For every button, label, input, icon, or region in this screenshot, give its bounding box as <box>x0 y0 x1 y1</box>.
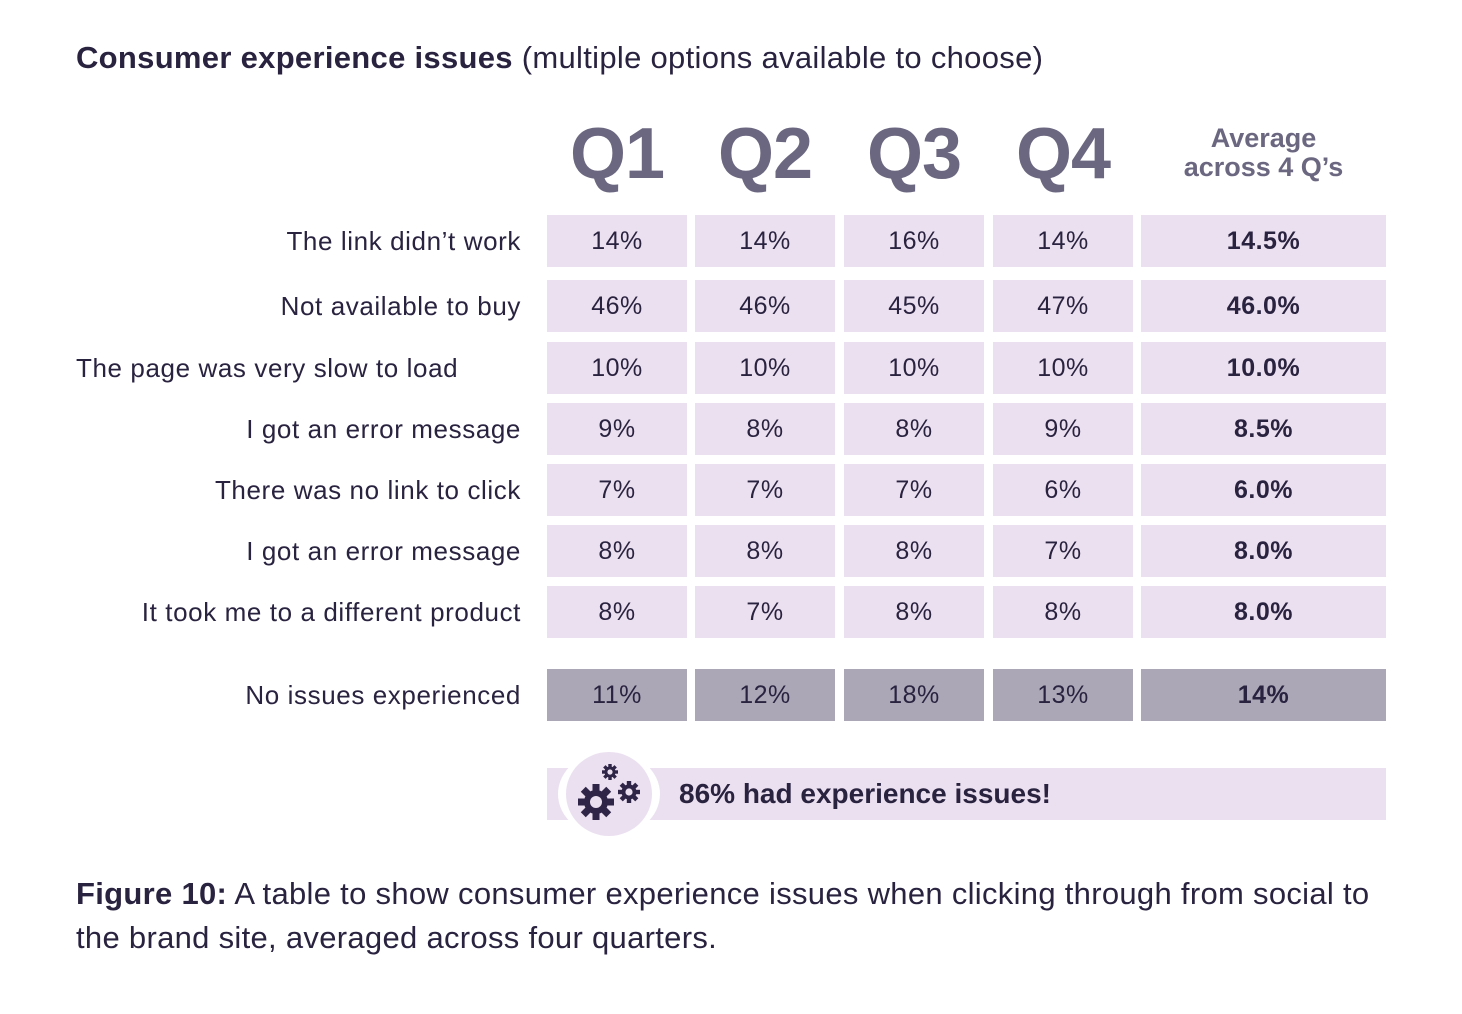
average-header-line2: across 4 Q’s <box>1183 152 1344 182</box>
cell-average: 10.0% <box>1141 342 1386 394</box>
cell-average: 8.5% <box>1141 403 1386 455</box>
cell-average: 8.0% <box>1141 586 1386 638</box>
table-title-main: Consumer experience issues <box>76 40 513 75</box>
summary-banner <box>547 768 1386 820</box>
summary-row-label: No issues experienced <box>245 680 521 710</box>
row-label: Not available to buy <box>280 291 521 321</box>
cell-q1: 8% <box>547 586 687 638</box>
figure-caption-label: Figure 10: <box>76 876 228 911</box>
cell-q4: 9% <box>993 403 1133 455</box>
cell-q4: 7% <box>993 525 1133 577</box>
summary-banner-text: 86% had experience issues! <box>679 778 1051 809</box>
cell-q3: 45% <box>844 280 984 332</box>
cell-q4: 47% <box>993 280 1133 332</box>
cell-q2: 7% <box>695 586 835 638</box>
gears-icon <box>578 764 640 820</box>
cell-q2: 14% <box>695 215 835 267</box>
cell-average: 46.0% <box>1141 280 1386 332</box>
column-header-q4: Q4 <box>1015 114 1111 194</box>
cell-q3: 16% <box>844 215 984 267</box>
cell-q2: 46% <box>695 280 835 332</box>
cell-q2: 8% <box>695 403 835 455</box>
cell-q3: 10% <box>844 342 984 394</box>
cell-q2: 8% <box>695 525 835 577</box>
figure-caption-text: A table to show consumer experience issu… <box>76 876 1370 955</box>
column-header-average: Average across 4 Q’s <box>1141 124 1386 182</box>
cell-q4: 13% <box>993 669 1133 721</box>
cell-q3: 8% <box>844 525 984 577</box>
table-title: Consumer experience issues (multiple opt… <box>76 40 1043 76</box>
cell-q2: 12% <box>695 669 835 721</box>
cell-q1: 7% <box>547 464 687 516</box>
row-label: It took me to a different product <box>141 597 521 627</box>
cell-q4: 8% <box>993 586 1133 638</box>
cell-q3: 18% <box>844 669 984 721</box>
cell-q1: 46% <box>547 280 687 332</box>
table-title-note: (multiple options available to choose) <box>521 40 1044 75</box>
cell-q3: 8% <box>844 586 984 638</box>
column-header-q3: Q3 <box>866 114 962 194</box>
cell-average: 14% <box>1141 669 1386 721</box>
average-header-line1: Average <box>1210 123 1317 153</box>
cell-q4: 14% <box>993 215 1133 267</box>
cell-q2: 7% <box>695 464 835 516</box>
cell-q4: 10% <box>993 342 1133 394</box>
cell-q1: 11% <box>547 669 687 721</box>
cell-q3: 7% <box>844 464 984 516</box>
cell-average: 8.0% <box>1141 525 1386 577</box>
row-label: I got an error message <box>246 414 521 444</box>
column-header-q2: Q2 <box>717 114 813 194</box>
cell-q1: 9% <box>547 403 687 455</box>
cell-average: 6.0% <box>1141 464 1386 516</box>
cell-average: 14.5% <box>1141 215 1386 267</box>
row-label: There was no link to click <box>214 475 521 505</box>
row-label: The page was very slow to load <box>76 353 459 383</box>
figure-caption: Figure 10: A table to show consumer expe… <box>76 872 1396 960</box>
column-header-q1: Q1 <box>569 114 665 194</box>
cell-q4: 6% <box>993 464 1133 516</box>
row-label: The link didn’t work <box>286 226 521 256</box>
cell-q1: 10% <box>547 342 687 394</box>
cell-q3: 8% <box>844 403 984 455</box>
row-label: I got an error message <box>246 536 521 566</box>
cell-q1: 14% <box>547 215 687 267</box>
cell-q1: 8% <box>547 525 687 577</box>
cell-q2: 10% <box>695 342 835 394</box>
